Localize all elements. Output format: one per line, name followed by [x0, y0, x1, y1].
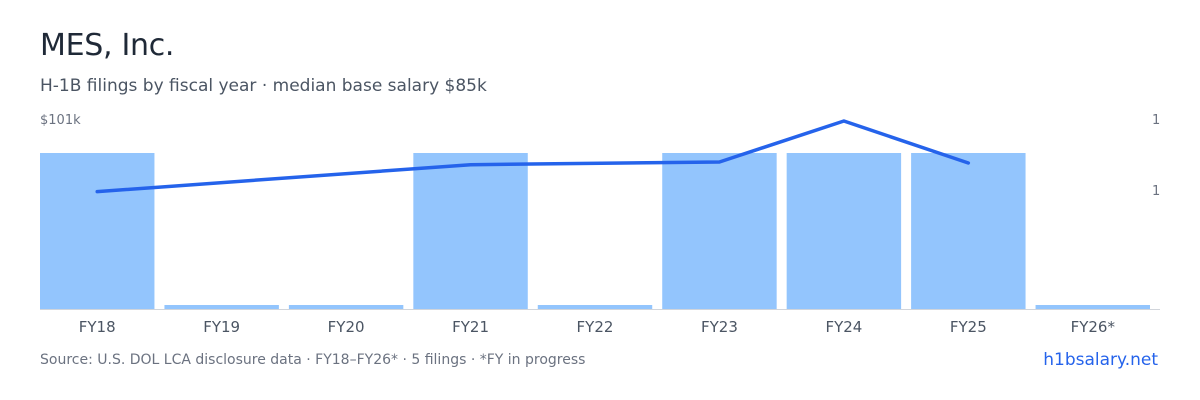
x-tick-label: FY19 [203, 318, 240, 336]
bar-fy20 [288, 305, 404, 309]
bar-fy18 [40, 153, 155, 309]
x-tick-label: FY18 [79, 318, 116, 336]
x-tick-label: FY26* [1071, 318, 1116, 336]
bar-fy19 [164, 305, 279, 309]
x-tick-label: FY22 [577, 318, 614, 336]
count-axis-top-label: 1 [1152, 113, 1161, 128]
salary-axis-top-label: $101k [40, 113, 81, 128]
x-tick-label: FY20 [328, 318, 365, 336]
bar-fy25 [911, 153, 1026, 309]
bar-fy24 [786, 153, 902, 309]
median-salary-line [95, 119, 971, 194]
x-tick-label: FY21 [452, 318, 489, 336]
site-link[interactable]: h1bsalary.net [1043, 350, 1158, 370]
bar-fy22 [537, 305, 653, 309]
bar-fy26-partial [1035, 305, 1150, 309]
bar-fy23 [662, 153, 777, 309]
page-title: MES, Inc. [40, 28, 175, 63]
count-axis-mid-label: 1 [1152, 184, 1161, 199]
x-tick-label: FY25 [950, 318, 987, 336]
data-source-note: Source: U.S. DOL LCA disclosure data · F… [40, 352, 586, 368]
chart-subtitle: H-1B filings by fiscal year · median bas… [40, 76, 487, 96]
bar-fy21 [413, 153, 528, 309]
x-tick-label: FY23 [701, 318, 738, 336]
x-tick-label: FY24 [825, 318, 862, 336]
filings-chart: FY18 FY19 FY20 FY21 FY22 FY23 FY24 FY25 FY26* [40, 119, 1160, 336]
